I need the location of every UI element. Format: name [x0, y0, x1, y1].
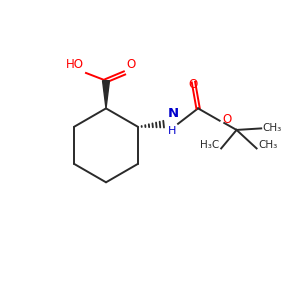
Text: O: O — [127, 58, 136, 70]
Text: N: N — [168, 107, 179, 120]
Text: H: H — [168, 126, 176, 136]
Text: HO: HO — [66, 58, 84, 70]
Text: O: O — [223, 113, 232, 126]
Text: CH₃: CH₃ — [258, 140, 278, 150]
Text: H₃C: H₃C — [200, 140, 220, 150]
Text: CH₃: CH₃ — [263, 123, 282, 134]
Text: O: O — [189, 78, 198, 91]
Polygon shape — [103, 81, 110, 108]
